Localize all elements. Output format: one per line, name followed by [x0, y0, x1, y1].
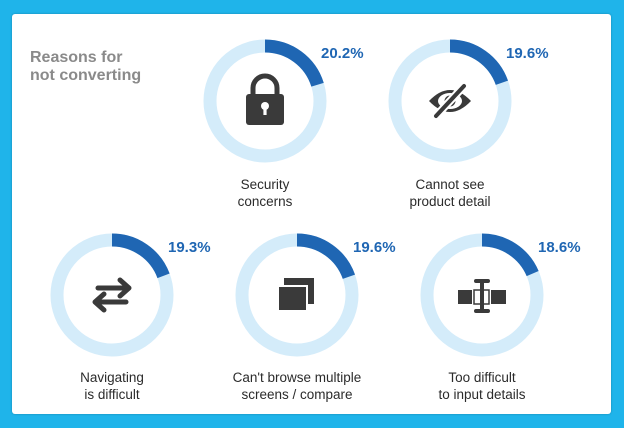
donut-value-arc — [235, 233, 359, 357]
category-label-security: Security concerns — [237, 177, 293, 209]
arrows-swap-icon — [92, 277, 132, 313]
donut-product-detail: 19.6% Cannot see product detail — [388, 39, 611, 229]
donut-ring-security — [203, 39, 327, 163]
chart-title-line-1: Reasons for — [30, 49, 123, 66]
category-label-input-details: Too difficult to input details — [438, 370, 526, 402]
value-label-input-details: 18.6% — [538, 239, 581, 256]
donut-value-arc — [50, 233, 174, 357]
value-label-security: 20.2% — [321, 45, 364, 62]
eye-slash-icon — [429, 82, 471, 120]
donut-ring-product-detail — [388, 39, 512, 163]
donut-ring-navigating — [50, 233, 174, 357]
text-cursor-icon — [458, 279, 506, 313]
stacked-screens-icon — [277, 278, 314, 312]
lock-icon — [246, 73, 284, 125]
infographic-panel: Reasons for not converting 20.2% Securit… — [12, 14, 611, 414]
donut-browse-screens: 19.6% Can't browse multiple screens / co… — [233, 233, 435, 408]
donut-navigating: 19.3% Navigating is difficult — [50, 233, 250, 408]
donut-input-details: 18.6% Too difficult to input details — [420, 233, 611, 408]
value-label-product-detail: 19.6% — [506, 45, 549, 62]
donut-ring-input-details — [420, 233, 544, 357]
category-label-product-detail: Cannot see product detail — [409, 177, 491, 209]
value-label-navigating: 19.3% — [168, 239, 211, 256]
donut-value-arc — [203, 39, 327, 163]
category-label-navigating: Navigating is difficult — [80, 370, 144, 402]
donut-ring-browse-screens — [235, 233, 359, 357]
donut-security: 20.2% Security concerns — [203, 39, 443, 229]
chart-title: Reasons for not converting — [30, 49, 141, 85]
category-label-browse-screens: Can't browse multiple screens / compare — [232, 370, 362, 402]
donut-value-arc — [388, 39, 512, 163]
chart-title-line-2: not converting — [30, 67, 142, 84]
value-label-browse-screens: 19.6% — [353, 239, 396, 256]
donut-value-arc — [420, 233, 544, 357]
